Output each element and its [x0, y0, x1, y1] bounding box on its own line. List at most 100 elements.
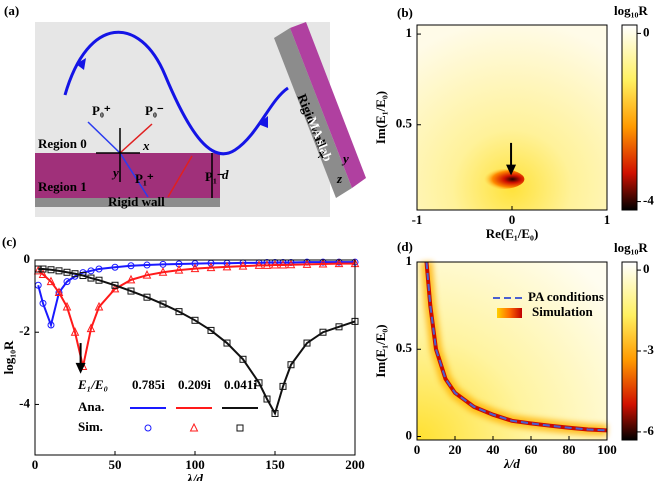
y-axis-label: log₁₀R — [1, 340, 16, 374]
legend-marker — [189, 422, 199, 432]
colorbar — [621, 24, 638, 211]
sim-marker — [207, 326, 215, 334]
colorbar-label: log₁₀R — [614, 3, 648, 18]
colorbar-tick-label: 0 — [643, 24, 650, 39]
diagram-label: Rigid wall — [108, 194, 165, 209]
x-tick-label: 60 — [525, 442, 538, 457]
sim-marker — [335, 323, 343, 331]
x-tick-label: -1 — [412, 212, 423, 227]
sim-marker — [222, 261, 232, 271]
sim-marker — [39, 265, 47, 273]
sim-marker — [263, 395, 271, 403]
y-tick-label: -4 — [19, 395, 30, 410]
diagram-label: x — [317, 146, 325, 161]
sim-marker — [111, 263, 119, 271]
y-tick-label: 0 — [24, 251, 31, 266]
diagram-label: P₁⁺ — [135, 171, 154, 186]
sim-marker — [54, 287, 64, 296]
colorbar-tick-label: -3 — [643, 342, 654, 357]
legend-entry: PA conditions — [528, 289, 604, 304]
sim-marker — [55, 267, 63, 275]
sim-marker — [38, 269, 48, 278]
panel-label: (c) — [2, 234, 16, 249]
x-axis-label: Re(E₁/E₀) — [486, 226, 539, 241]
sim-marker — [70, 327, 80, 336]
x-axis-label: λ/d — [186, 471, 203, 481]
tilted-wall — [274, 28, 352, 198]
sim-marker — [175, 308, 183, 316]
sim-marker — [111, 281, 119, 289]
diagram-label: Region 0 — [38, 136, 87, 151]
sim-marker — [47, 266, 55, 274]
diagram-label: d — [222, 167, 229, 182]
diagram-label: P₀⁻ — [145, 103, 164, 118]
sim-marker — [95, 276, 103, 284]
sim-marker — [334, 258, 344, 268]
y-tick-label: 0.5 — [396, 340, 413, 355]
sim-marker — [286, 259, 296, 269]
sim-marker — [191, 260, 199, 268]
x-tick-label: 40 — [487, 442, 500, 457]
sim-marker — [287, 361, 295, 369]
colorbar-label: log₁₀R — [614, 240, 648, 255]
sim-marker — [71, 270, 79, 278]
legend-entry: 0.209i — [178, 377, 211, 392]
sim-marker — [254, 260, 264, 269]
y-tick-label: 1 — [406, 253, 413, 268]
legend-swatch — [497, 308, 522, 318]
sim-marker — [271, 409, 279, 417]
sim-marker — [302, 259, 312, 268]
sim-marker — [279, 382, 287, 390]
x-tick-label: 100 — [597, 442, 617, 457]
sim-marker — [238, 261, 248, 270]
panel-label: (a) — [4, 3, 19, 18]
sim-marker — [143, 261, 151, 269]
x-axis-label: λ/d — [503, 456, 520, 471]
x-tick-label: 50 — [109, 457, 122, 472]
sim-marker — [63, 268, 71, 276]
sim-marker — [47, 321, 55, 329]
x-tick-label: 150 — [265, 457, 285, 472]
y-axis-label: Im(E₁/E₀) — [373, 91, 388, 144]
sim-marker — [174, 264, 184, 274]
sim-marker — [239, 355, 247, 363]
legend-entry: 0.785i — [132, 377, 165, 392]
legend-title: E₁/E₀ — [77, 377, 108, 392]
sim-marker — [39, 299, 47, 307]
sim-marker — [142, 270, 152, 279]
colorbar-tick-label: 0 — [643, 261, 650, 276]
sim-marker — [191, 316, 199, 324]
ray — [87, 121, 121, 154]
sim-marker — [278, 259, 288, 269]
line — [425, 261, 608, 432]
plot-frame — [416, 261, 608, 441]
sim-marker — [270, 259, 280, 269]
x-tick-label: 0 — [32, 457, 39, 472]
y-axis-label: Im(E₁/E₀) — [373, 324, 388, 377]
sim-marker — [303, 339, 311, 347]
heatmap-background — [417, 262, 607, 440]
x-tick-label: 1 — [604, 212, 611, 227]
sim-marker — [46, 276, 56, 286]
legend-row: Sim. — [78, 419, 103, 434]
diagram-label: P₀⁺ — [92, 103, 111, 118]
rigid-wall — [35, 198, 220, 207]
y-tick-label: 0.5 — [396, 116, 413, 131]
wave-arrow — [258, 116, 268, 128]
y-tick-label: 0 — [406, 427, 413, 442]
line — [37, 262, 355, 367]
x-tick-label: 100 — [185, 457, 205, 472]
sim-marker — [262, 260, 272, 269]
annotation-arrowhead — [506, 164, 517, 176]
diagram-label: P₁⁻ — [205, 169, 224, 184]
legend-marker — [236, 424, 244, 432]
sim-marker — [86, 323, 96, 333]
sim-marker — [126, 274, 136, 284]
x-tick-label: 20 — [449, 442, 462, 457]
y-tick-label: 1 — [406, 25, 413, 40]
tilted-slab — [290, 22, 366, 188]
sim-marker — [87, 274, 95, 282]
x-tick-label: 0 — [509, 212, 516, 227]
x-tick-label: 200 — [345, 457, 365, 472]
